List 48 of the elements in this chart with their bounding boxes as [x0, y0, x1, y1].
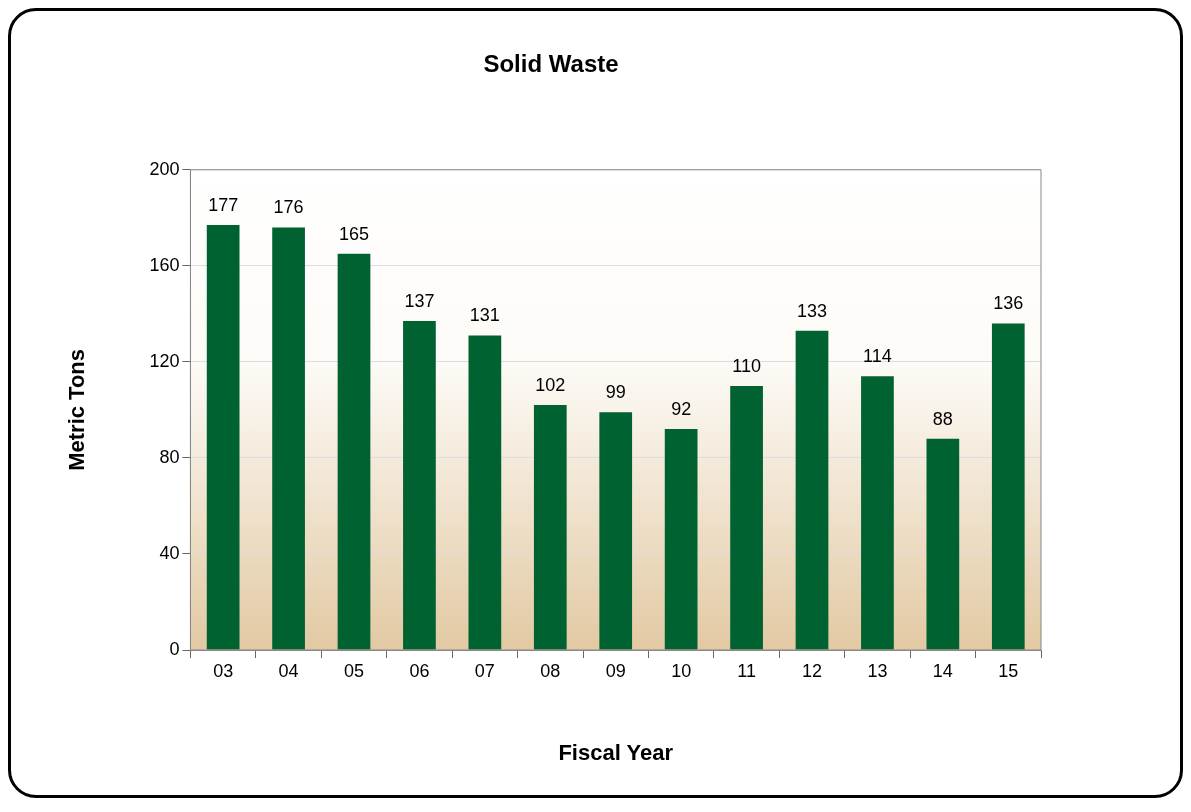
x-tick-label: 12 — [801, 660, 823, 681]
x-tick-label: 09 — [605, 660, 626, 681]
bar — [206, 225, 240, 650]
bar — [403, 321, 436, 650]
x-tick-label: 14 — [932, 660, 953, 681]
bar — [337, 253, 371, 650]
y-tick-label: 40 — [159, 542, 180, 563]
data-label: 177 — [208, 194, 239, 215]
y-tick-label: 120 — [149, 350, 180, 371]
y-tick-label: 200 — [149, 158, 180, 179]
data-label: 137 — [404, 291, 435, 312]
bar — [533, 405, 567, 650]
data-label: 114 — [863, 346, 892, 367]
x-tick-label: 08 — [540, 660, 561, 681]
x-axis-title: Fiscal Year — [558, 739, 674, 765]
y-tick-label: 160 — [149, 254, 180, 275]
data-label: 165 — [338, 223, 370, 244]
bar — [730, 385, 763, 650]
x-tick-label: 11 — [737, 660, 756, 681]
bar — [795, 330, 829, 650]
y-tick-label: 0 — [169, 638, 180, 659]
data-label: 110 — [732, 355, 761, 376]
x-tick-label: 10 — [671, 660, 692, 681]
x-tick-label: 13 — [867, 660, 888, 681]
data-label: 92 — [671, 399, 692, 420]
bar — [468, 335, 502, 650]
chart-title: Solid Waste — [483, 50, 619, 78]
bar — [861, 376, 894, 650]
x-tick-label: 07 — [474, 660, 495, 681]
data-label: 133 — [796, 300, 828, 321]
data-label: 176 — [273, 197, 304, 218]
y-axis-title: Metric Tons — [64, 348, 90, 471]
x-tick-label: 04 — [278, 660, 299, 681]
x-tick-label: 06 — [409, 660, 430, 681]
data-label: 136 — [993, 293, 1024, 314]
y-tick-label: 80 — [159, 446, 180, 467]
x-tick-label: 05 — [343, 660, 365, 681]
bar — [926, 438, 960, 650]
bar — [664, 429, 698, 650]
x-tick-label: 03 — [213, 660, 234, 681]
data-label: 102 — [535, 375, 566, 396]
data-label: 88 — [932, 408, 953, 429]
data-label: 99 — [605, 382, 626, 403]
bar — [272, 227, 305, 650]
bar — [599, 412, 633, 650]
data-label: 131 — [469, 305, 500, 326]
bar — [991, 323, 1025, 650]
x-tick-label: 15 — [998, 660, 1019, 681]
